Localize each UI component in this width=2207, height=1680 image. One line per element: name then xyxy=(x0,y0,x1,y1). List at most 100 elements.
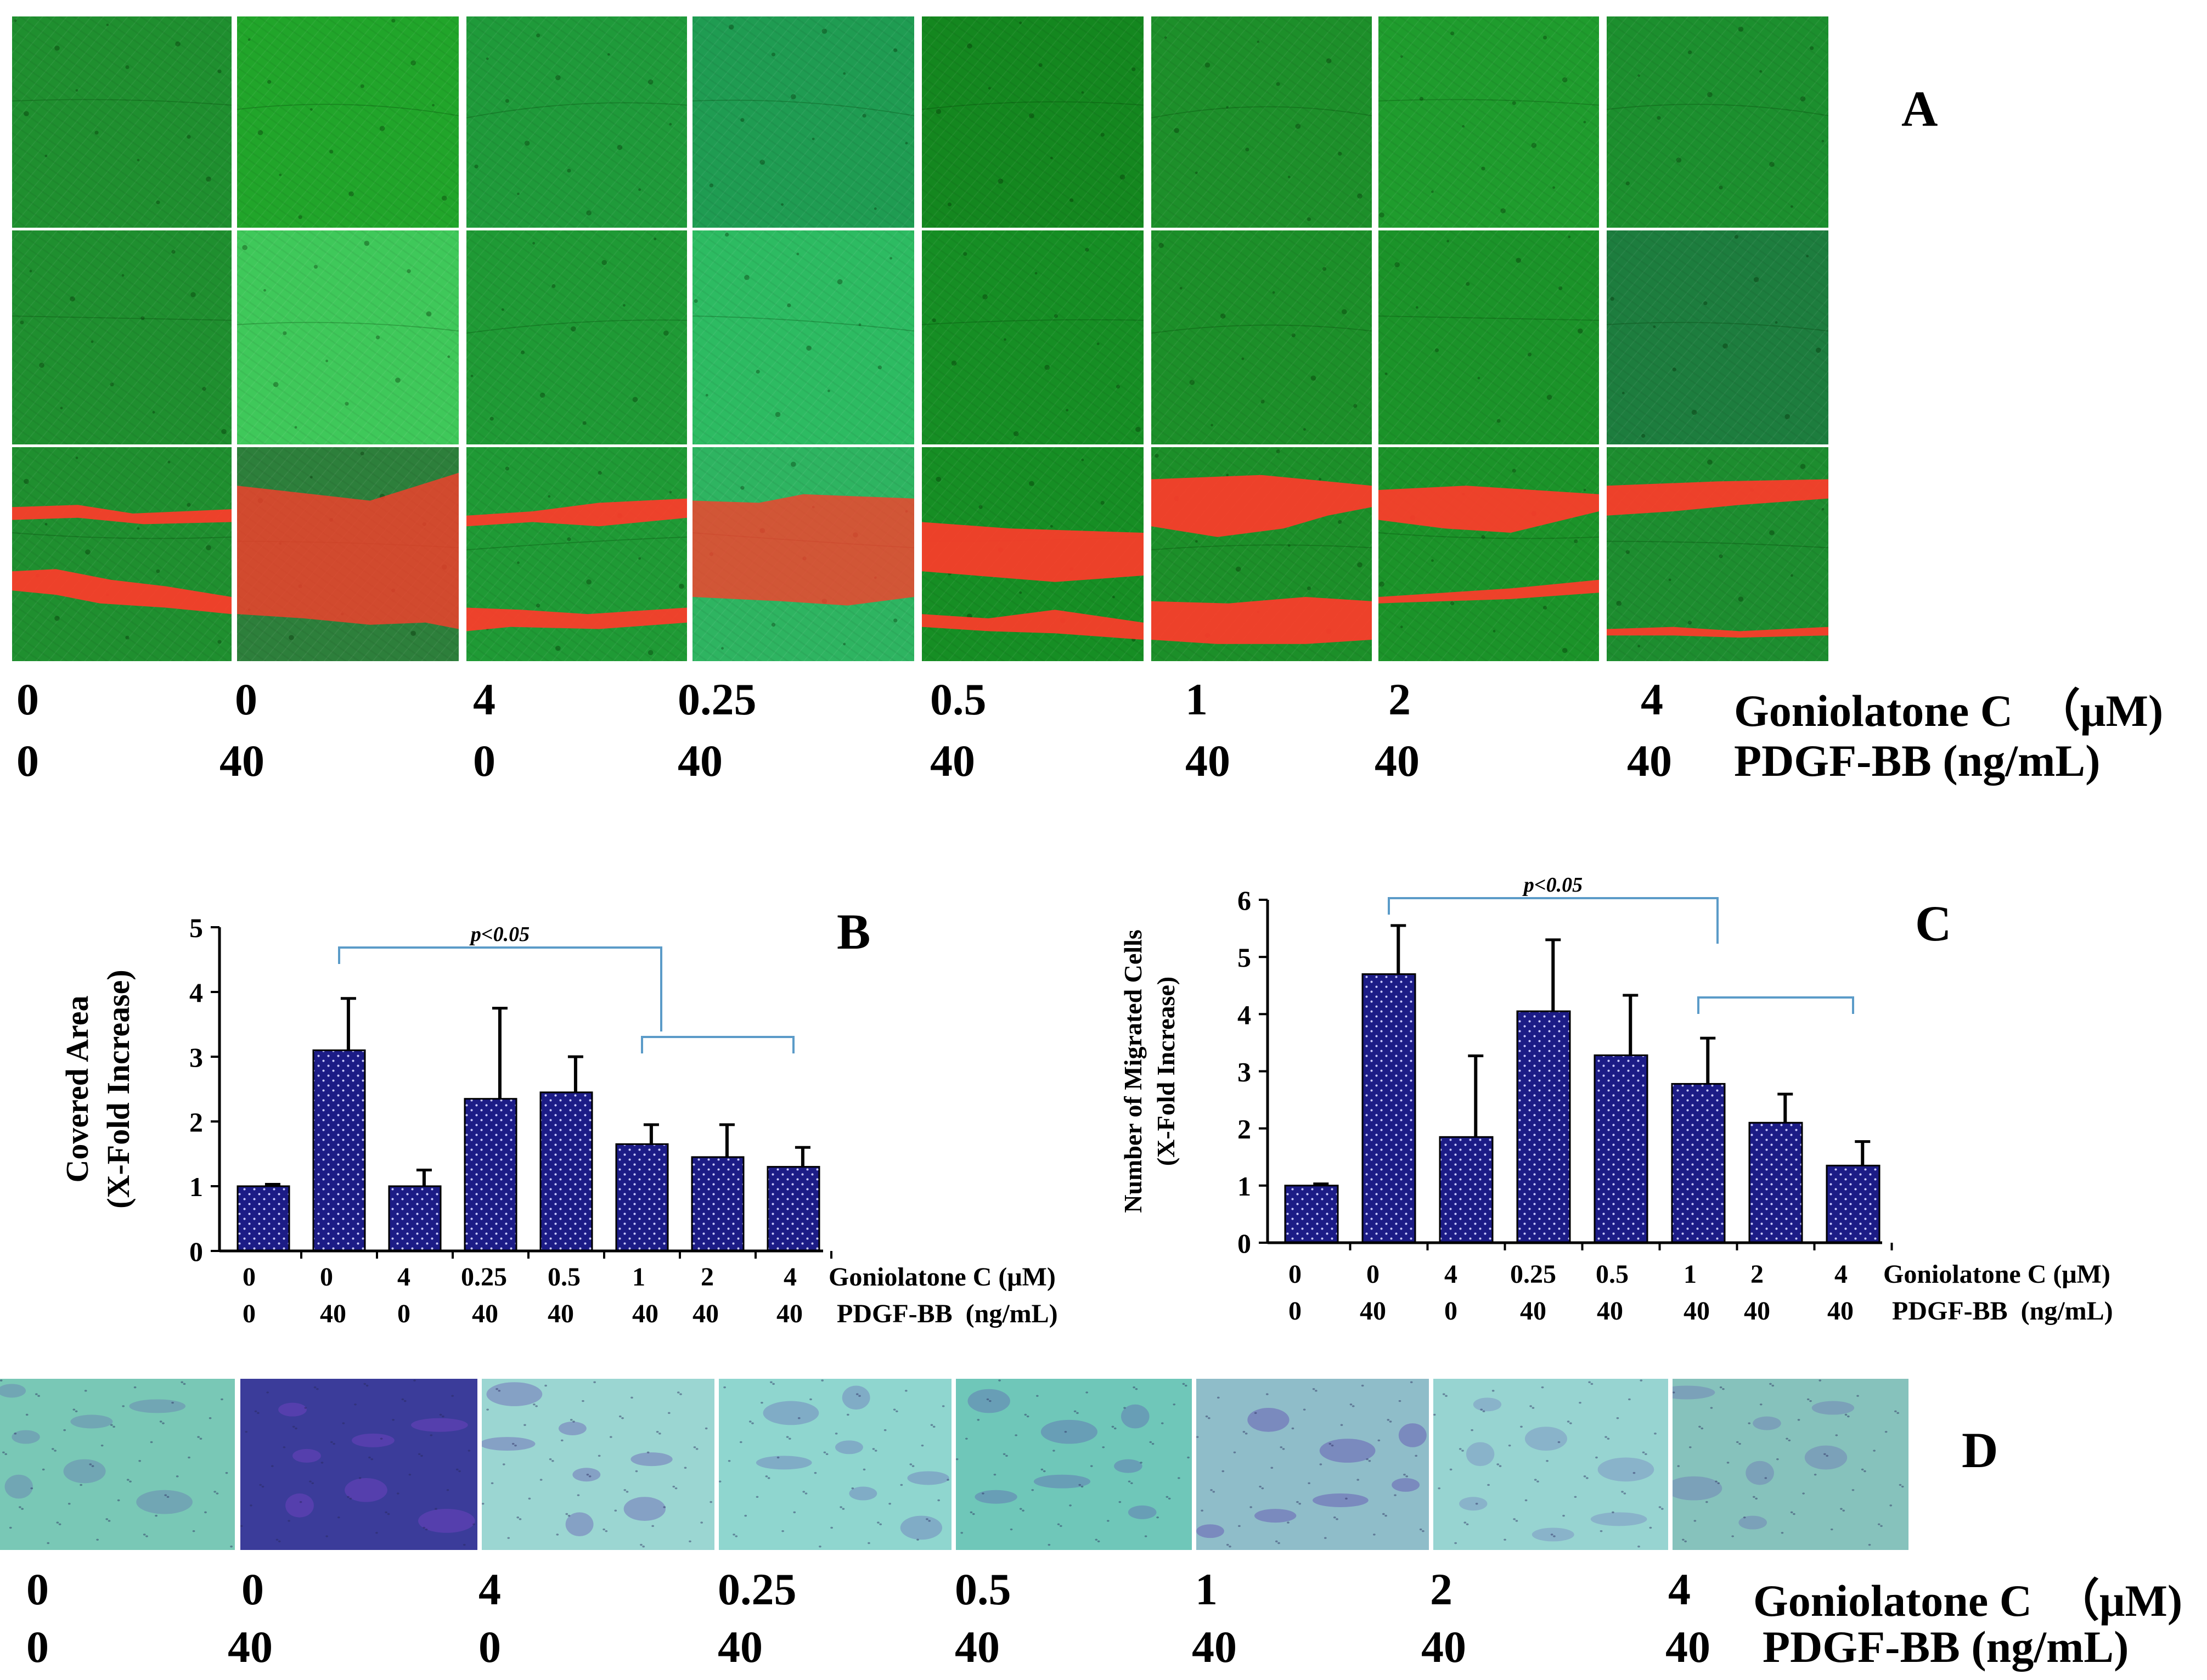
wound-healing-image xyxy=(1151,16,1372,228)
panel-c-pdgf-value: 40 xyxy=(1744,1296,1770,1326)
bar xyxy=(1439,1136,1494,1244)
y-tick-label: 1 xyxy=(1237,1171,1251,1202)
y-tick-label: 3 xyxy=(189,1042,203,1073)
y-tick-label: 4 xyxy=(189,977,203,1008)
bar xyxy=(1594,1054,1648,1244)
panel-a-goniolatone-value: 1 xyxy=(1185,674,1208,724)
panel-a-goniolatone-value: 0 xyxy=(235,674,257,724)
y-tick-label: 3 xyxy=(1237,1057,1251,1087)
panel-b-y-ticks: 0 1 2 3 4 5 xyxy=(189,912,219,1267)
y-tick-label: 5 xyxy=(1237,942,1251,973)
panel-d-goniolatone-value: 2 xyxy=(1430,1564,1452,1614)
panel-b-goniolatone-value: 4 xyxy=(784,1262,797,1292)
panel-d-pdgf-value: 40 xyxy=(718,1622,763,1672)
panel-c-significance-brackets xyxy=(1388,897,1854,1014)
y-tick-label: 1 xyxy=(189,1171,203,1202)
panel-c-pdgf-label: PDGF-BB (ng/mL) xyxy=(1892,1296,2113,1326)
panel-d-goniolatone-value: 1 xyxy=(1195,1564,1218,1614)
panel-a-pdgf-label: PDGF-BB (ng/mL) xyxy=(1734,736,2101,786)
panel-b-error-bars xyxy=(264,997,810,1186)
wound-healing-image xyxy=(1378,16,1599,228)
bar xyxy=(1671,1083,1726,1244)
panel-d-goniolatone-value: 4 xyxy=(478,1564,501,1614)
panel-c-goniolatone-value: 4 xyxy=(1834,1260,1848,1289)
bar xyxy=(539,1091,593,1252)
panel-a-pdgf-value: 0 xyxy=(473,736,496,786)
panel-d-pdgf-label: PDGF-BB (ng/mL) xyxy=(1763,1622,2129,1672)
bar xyxy=(767,1166,820,1252)
wound-healing-image xyxy=(692,447,914,661)
bar xyxy=(237,1185,290,1252)
panel-b-goniolatone-value: 4 xyxy=(397,1262,410,1292)
panel-c-pdgf-value: 40 xyxy=(1597,1296,1623,1326)
panel-c-letter: C xyxy=(1915,895,1952,951)
significance-bracket xyxy=(1697,996,1854,1014)
panel-b-significance-brackets xyxy=(338,946,795,1053)
panel-b-significance-label: p<0.05 xyxy=(469,923,530,946)
panel-b-goniolatone-value: 0.5 xyxy=(548,1262,581,1292)
panel-b-y-axis-label: Covered Area xyxy=(59,996,95,1183)
panel-a-pdgf-value: 40 xyxy=(678,736,723,786)
transwell-migration-image xyxy=(0,1379,235,1550)
panel-b-pdgf-value: 40 xyxy=(692,1299,719,1328)
panel-d-goniolatone-label: Goniolatone C （μM) xyxy=(1753,1576,2183,1626)
panel-c-bars xyxy=(1284,973,1881,1244)
panel-a-pdgf-value: 40 xyxy=(930,736,975,786)
wound-healing-image xyxy=(237,230,459,444)
y-tick-label: 5 xyxy=(189,912,203,943)
panel-a-pdgf-value: 40 xyxy=(219,736,264,786)
panel-d-pdgf-value: 40 xyxy=(1192,1622,1237,1672)
panel-c-goniolatone-label: Goniolatone C (μM) xyxy=(1883,1260,2110,1289)
wound-healing-image xyxy=(12,230,232,444)
panel-b-pdgf-value: 40 xyxy=(472,1299,498,1328)
wound-healing-image xyxy=(1607,16,1828,228)
wound-healing-image xyxy=(922,230,1144,444)
panel-c-error-bars xyxy=(1313,924,1871,1186)
panel-a-goniolatone-value: 0.25 xyxy=(678,674,757,724)
bar xyxy=(1284,1185,1339,1244)
panel-d-goniolatone-value: 4 xyxy=(1668,1564,1691,1614)
panel-c-pdgf-value: 0 xyxy=(1444,1296,1457,1326)
y-tick-label: 0 xyxy=(189,1236,203,1267)
panel-d-goniolatone-value: 0.25 xyxy=(718,1564,797,1614)
bar xyxy=(615,1143,669,1252)
panel-a-goniolatone-value: 0.5 xyxy=(930,674,987,724)
panel-b-pdgf-value: 0 xyxy=(397,1299,410,1328)
panel-d-pdgf-value: 0 xyxy=(478,1622,501,1672)
wound-healing-image xyxy=(1151,447,1372,661)
y-tick-label: 2 xyxy=(1237,1114,1251,1145)
wound-healing-image xyxy=(922,447,1144,661)
wound-healing-image xyxy=(1151,230,1372,444)
panel-c-pdgf-value: 40 xyxy=(1360,1296,1386,1326)
panel-a-goniolatone-value: 4 xyxy=(473,674,496,724)
panel-a-pdgf-value: 40 xyxy=(1375,736,1420,786)
panel-b-pdgf-value: 40 xyxy=(632,1299,658,1328)
panel-d-pdgf-value: 0 xyxy=(26,1622,49,1672)
bar xyxy=(464,1098,517,1252)
panel-b-covered-area-chart: 0 1 2 3 4 5 p<0.05 Covered Area (X-Fold Incre… xyxy=(59,912,832,1267)
transwell-migration-image xyxy=(1196,1379,1429,1550)
panel-c-pdgf-value: 40 xyxy=(1684,1296,1710,1326)
panel-c-y-axis-label: Number of Migrated Cells xyxy=(1119,929,1147,1213)
panel-a-letter: A xyxy=(1901,81,1938,137)
transwell-migration-image xyxy=(482,1379,714,1550)
panel-a-pdgf-value: 40 xyxy=(1185,736,1230,786)
transwell-migration-image xyxy=(719,1379,952,1550)
panel-b-bars xyxy=(237,1049,820,1252)
wound-healing-image xyxy=(1378,447,1599,661)
panel-c-y-axis-label-unit: (X-Fold Increase) xyxy=(1152,977,1180,1166)
transwell-migration-image xyxy=(1433,1379,1668,1550)
panel-d-goniolatone-value: 0.5 xyxy=(955,1564,1011,1614)
wound-healing-image xyxy=(466,447,687,661)
wound-healing-image xyxy=(692,16,914,228)
bar xyxy=(388,1185,442,1252)
wound-healing-image xyxy=(12,447,232,661)
panel-c-goniolatone-value: 2 xyxy=(1750,1260,1764,1289)
panel-b-pdgf-value: 0 xyxy=(243,1299,256,1328)
panel-a-goniolatone-value: 4 xyxy=(1641,674,1663,724)
panel-c-pdgf-value: 40 xyxy=(1827,1296,1854,1326)
panel-b-pdgf-value: 40 xyxy=(320,1299,346,1328)
transwell-migration-image xyxy=(956,1379,1192,1550)
